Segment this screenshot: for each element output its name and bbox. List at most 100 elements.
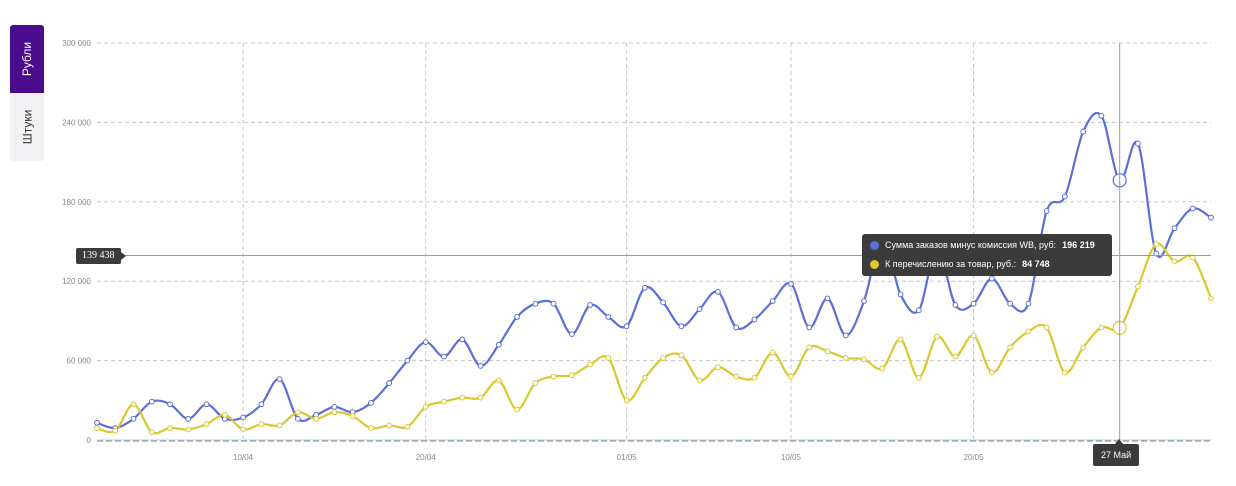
data-point (167, 401, 173, 408)
tooltip-row-orders: Сумма заказов минус комиссия WB, руб: 19… (870, 240, 1095, 250)
data-point (422, 339, 429, 345)
data-point (660, 299, 667, 306)
tooltip-orders-label: Сумма заказов минус комиссия WB, руб: (885, 240, 1057, 250)
crosshair-x-label: 27 Май (1093, 439, 1140, 466)
data-point (148, 398, 155, 405)
data-point (1007, 300, 1014, 307)
data-point (696, 377, 703, 384)
data-point (386, 380, 393, 386)
data-point (715, 288, 721, 295)
data-point (970, 300, 977, 307)
series-payout-legend-dot (870, 259, 879, 269)
data-point (185, 415, 192, 422)
data-point (715, 364, 721, 371)
data-point (660, 355, 667, 361)
data-point (879, 365, 886, 372)
data-point (605, 355, 612, 361)
series-points (94, 112, 1214, 435)
data-point (934, 333, 940, 340)
data-point (1135, 283, 1141, 290)
data-point (148, 429, 155, 435)
chart-tooltip: Сумма заказов минус комиссия WB, руб: 19… (862, 234, 1112, 276)
data-point (568, 331, 575, 338)
data-point (1025, 328, 1032, 335)
data-point (733, 373, 740, 380)
data-point (1153, 241, 1160, 248)
data-point (587, 302, 593, 308)
data-point (897, 336, 904, 343)
tab-pcs[interactable]: Штуки (10, 93, 44, 161)
data-point (915, 374, 922, 381)
data-point (1025, 300, 1032, 307)
data-point (1171, 258, 1178, 265)
data-point (988, 369, 995, 376)
data-point (1208, 295, 1214, 302)
y-tick-label: 240 000 (62, 118, 91, 127)
data-point (331, 404, 338, 410)
chart-grid (97, 42, 1211, 442)
data-point (587, 361, 593, 368)
data-point (915, 307, 922, 314)
data-point (952, 302, 959, 308)
data-point (842, 332, 849, 339)
x-tick-label: 20/04 (416, 453, 437, 462)
data-point (349, 413, 356, 420)
data-point (1080, 128, 1087, 135)
data-point (861, 356, 867, 363)
data-point (386, 422, 393, 429)
x-tick-label: 01/05 (617, 453, 638, 462)
data-point (1189, 205, 1196, 212)
data-point (368, 400, 374, 406)
y-tick-label: 0 (87, 436, 92, 445)
data-point (112, 427, 119, 434)
data-point (459, 394, 466, 401)
y-tick-label: 180 000 (62, 198, 91, 207)
data-point (1171, 225, 1178, 232)
data-point (532, 300, 539, 307)
data-point (477, 362, 484, 369)
data-point (240, 414, 246, 421)
data-point (641, 374, 648, 381)
data-point (1062, 193, 1068, 200)
data-point (788, 373, 794, 380)
data-point (751, 316, 758, 323)
data-point (806, 324, 813, 331)
data-point (1098, 324, 1105, 331)
data-point (623, 397, 630, 404)
data-point (422, 404, 429, 410)
data-point (514, 406, 520, 413)
data-point (167, 425, 173, 431)
data-point (368, 425, 374, 431)
y-axis-ticks: 0 60 000 120 000 180 000 240 000 300 000 (62, 39, 91, 445)
data-point (441, 353, 447, 360)
data-point (861, 298, 867, 304)
x-tick-label: 10/04 (233, 453, 254, 462)
data-point (404, 357, 411, 364)
data-point (605, 314, 612, 320)
data-point (842, 355, 849, 361)
data-point (477, 394, 484, 401)
data-point (769, 349, 776, 356)
data-point (988, 275, 995, 282)
series-orders-legend-dot (870, 240, 879, 250)
data-point (696, 306, 703, 312)
crosshair-y-label: 139 438 (76, 248, 125, 264)
data-point (824, 348, 831, 355)
data-point (970, 332, 977, 339)
y-tick-label: 60 000 (67, 357, 92, 366)
y-tick-label: 300 000 (62, 39, 91, 48)
data-point (623, 323, 630, 330)
data-point (550, 300, 557, 307)
data-point (130, 401, 137, 408)
data-point (495, 341, 502, 348)
data-point (532, 380, 539, 386)
tooltip-orders-value: 196 219 (1062, 240, 1095, 250)
data-point (459, 336, 466, 343)
data-point (130, 415, 137, 422)
data-point (514, 314, 520, 320)
x-tick-label: 10/05 (781, 453, 802, 462)
tooltip-payout-value: 84 748 (1022, 259, 1050, 269)
data-point (751, 374, 758, 381)
tab-rub[interactable]: Рубли (10, 25, 44, 93)
